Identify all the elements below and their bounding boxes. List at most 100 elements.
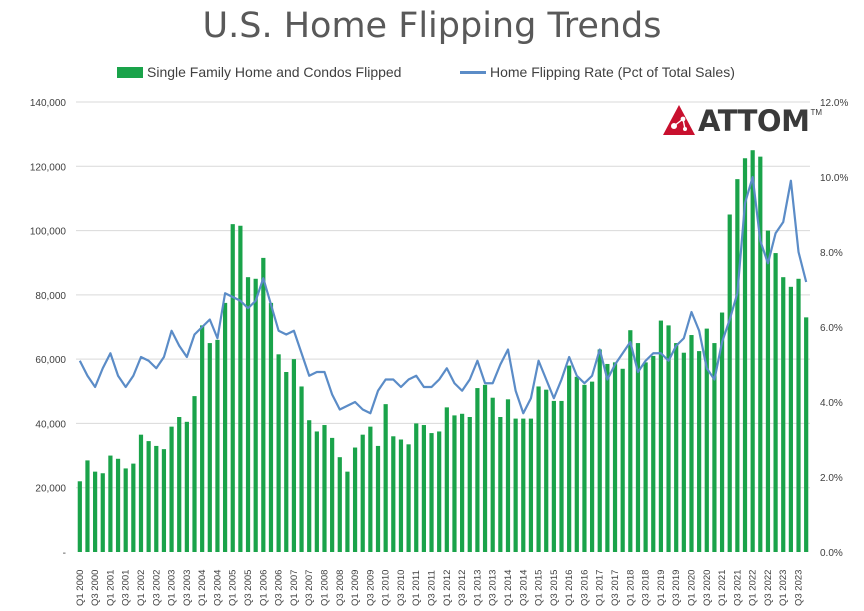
x-tick-label: Q1 2005 bbox=[228, 570, 239, 606]
x-tick-label: Q1 2008 bbox=[319, 570, 330, 606]
bar bbox=[689, 335, 694, 552]
flipping-rate-line bbox=[78, 175, 808, 415]
x-tick-label: Q1 2001 bbox=[105, 570, 116, 606]
bar bbox=[398, 439, 404, 552]
bar bbox=[482, 384, 488, 552]
bar bbox=[498, 417, 503, 552]
y2-tick-label: 6.0% bbox=[820, 323, 843, 334]
x-tick-label: Q1 2016 bbox=[564, 570, 575, 606]
x-tick-label: Q1 2021 bbox=[717, 570, 728, 606]
x-tick-label: Q1 2019 bbox=[656, 570, 667, 606]
x-tick-label: Q1 2002 bbox=[136, 570, 147, 606]
x-tick-label: Q3 2002 bbox=[151, 570, 162, 606]
x-tick-label: Q3 2014 bbox=[518, 570, 529, 606]
bar bbox=[284, 372, 289, 552]
bar bbox=[475, 388, 480, 552]
x-tick-label: Q1 2023 bbox=[778, 570, 789, 606]
bar bbox=[345, 471, 350, 552]
legend-swatch-bars bbox=[117, 66, 143, 78]
y-tick-label: 140,000 bbox=[30, 98, 67, 109]
bar bbox=[765, 230, 771, 553]
x-tick-label: Q1 2014 bbox=[503, 570, 514, 606]
bar bbox=[612, 362, 618, 552]
bar bbox=[322, 425, 327, 552]
attom-logo-text: ATTOM bbox=[698, 104, 810, 138]
x-tick-label: Q1 2012 bbox=[442, 570, 453, 606]
bar bbox=[314, 431, 319, 552]
bar bbox=[169, 426, 174, 552]
bar bbox=[781, 277, 786, 552]
bar bbox=[559, 400, 564, 552]
y-tick-label: 100,000 bbox=[30, 227, 67, 238]
x-tick-label: Q3 2007 bbox=[304, 570, 315, 606]
bar bbox=[620, 368, 625, 552]
x-tick-label: Q1 2004 bbox=[197, 570, 208, 606]
bar bbox=[421, 425, 426, 552]
bar bbox=[605, 363, 610, 552]
bar bbox=[299, 386, 304, 552]
bar bbox=[544, 389, 549, 552]
bar bbox=[207, 343, 212, 552]
y2-tick-label: 2.0% bbox=[820, 473, 843, 484]
y-tick-label: 20,000 bbox=[35, 484, 66, 495]
bar bbox=[589, 381, 595, 552]
x-tick-label: Q3 2004 bbox=[212, 570, 223, 606]
x-tick-label: Q3 2012 bbox=[457, 570, 468, 606]
bar bbox=[85, 460, 90, 552]
legend-item-bars: Single Family Home and Condos Flipped bbox=[117, 64, 401, 80]
x-tick-label: Q3 2020 bbox=[702, 570, 713, 606]
bar bbox=[460, 413, 465, 552]
bar bbox=[452, 415, 457, 552]
bar bbox=[268, 302, 274, 552]
x-tick-label: Q1 2006 bbox=[258, 570, 269, 606]
y2-tick-label: 12.0% bbox=[820, 98, 848, 109]
bar bbox=[215, 339, 220, 552]
y-tick-label: 80,000 bbox=[35, 291, 66, 302]
attom-logo-tm: TM bbox=[810, 108, 822, 117]
bar bbox=[582, 384, 587, 552]
y-tick-label: - bbox=[63, 548, 66, 559]
legend-item-line: Home Flipping Rate (Pct of Total Sales) bbox=[460, 64, 735, 80]
bar bbox=[337, 457, 342, 552]
bar bbox=[804, 317, 809, 552]
bar bbox=[261, 257, 266, 552]
x-tick-label: Q3 2023 bbox=[794, 570, 805, 606]
bar bbox=[115, 458, 121, 552]
x-tick-label: Q1 2018 bbox=[625, 570, 636, 606]
x-tick-label: Q1 2011 bbox=[411, 570, 422, 606]
bar bbox=[758, 156, 763, 552]
bar bbox=[77, 481, 82, 552]
y2-tick-label: 4.0% bbox=[820, 398, 843, 409]
bar bbox=[383, 404, 388, 552]
x-tick-label: Q1 2007 bbox=[289, 570, 300, 606]
bar bbox=[192, 396, 197, 552]
gridlines bbox=[76, 101, 810, 489]
bar bbox=[712, 343, 717, 552]
chart-title: U.S. Home Flipping Trends bbox=[202, 6, 662, 46]
x-tick-label: Q1 2010 bbox=[381, 570, 392, 606]
bar bbox=[513, 418, 518, 552]
bar-series bbox=[77, 150, 809, 553]
legend-swatch-line bbox=[460, 70, 486, 74]
bar bbox=[253, 278, 258, 552]
legend: Single Family Home and Condos Flipped Ho… bbox=[0, 64, 864, 84]
bar bbox=[406, 444, 411, 552]
x-tick-label: Q3 2013 bbox=[488, 570, 499, 606]
legend-label-bars: Single Family Home and Condos Flipped bbox=[147, 64, 402, 80]
x-tick-label: Q1 2017 bbox=[595, 570, 606, 606]
x-tick-label: Q1 2015 bbox=[534, 570, 545, 606]
bar bbox=[146, 441, 151, 552]
bar bbox=[131, 463, 136, 552]
bar bbox=[719, 312, 725, 552]
bar bbox=[352, 447, 358, 552]
bar bbox=[635, 343, 641, 552]
x-tick-label: Q3 2009 bbox=[365, 570, 376, 606]
attom-logo: ATTOM TM bbox=[662, 104, 822, 138]
x-tick-label: Q3 2016 bbox=[579, 570, 590, 606]
bar bbox=[230, 224, 235, 552]
bar bbox=[551, 400, 556, 552]
x-tick-label: Q1 2020 bbox=[686, 570, 697, 606]
y2-tick-label: 8.0% bbox=[820, 248, 843, 259]
bar bbox=[658, 320, 664, 552]
bar bbox=[222, 302, 228, 552]
